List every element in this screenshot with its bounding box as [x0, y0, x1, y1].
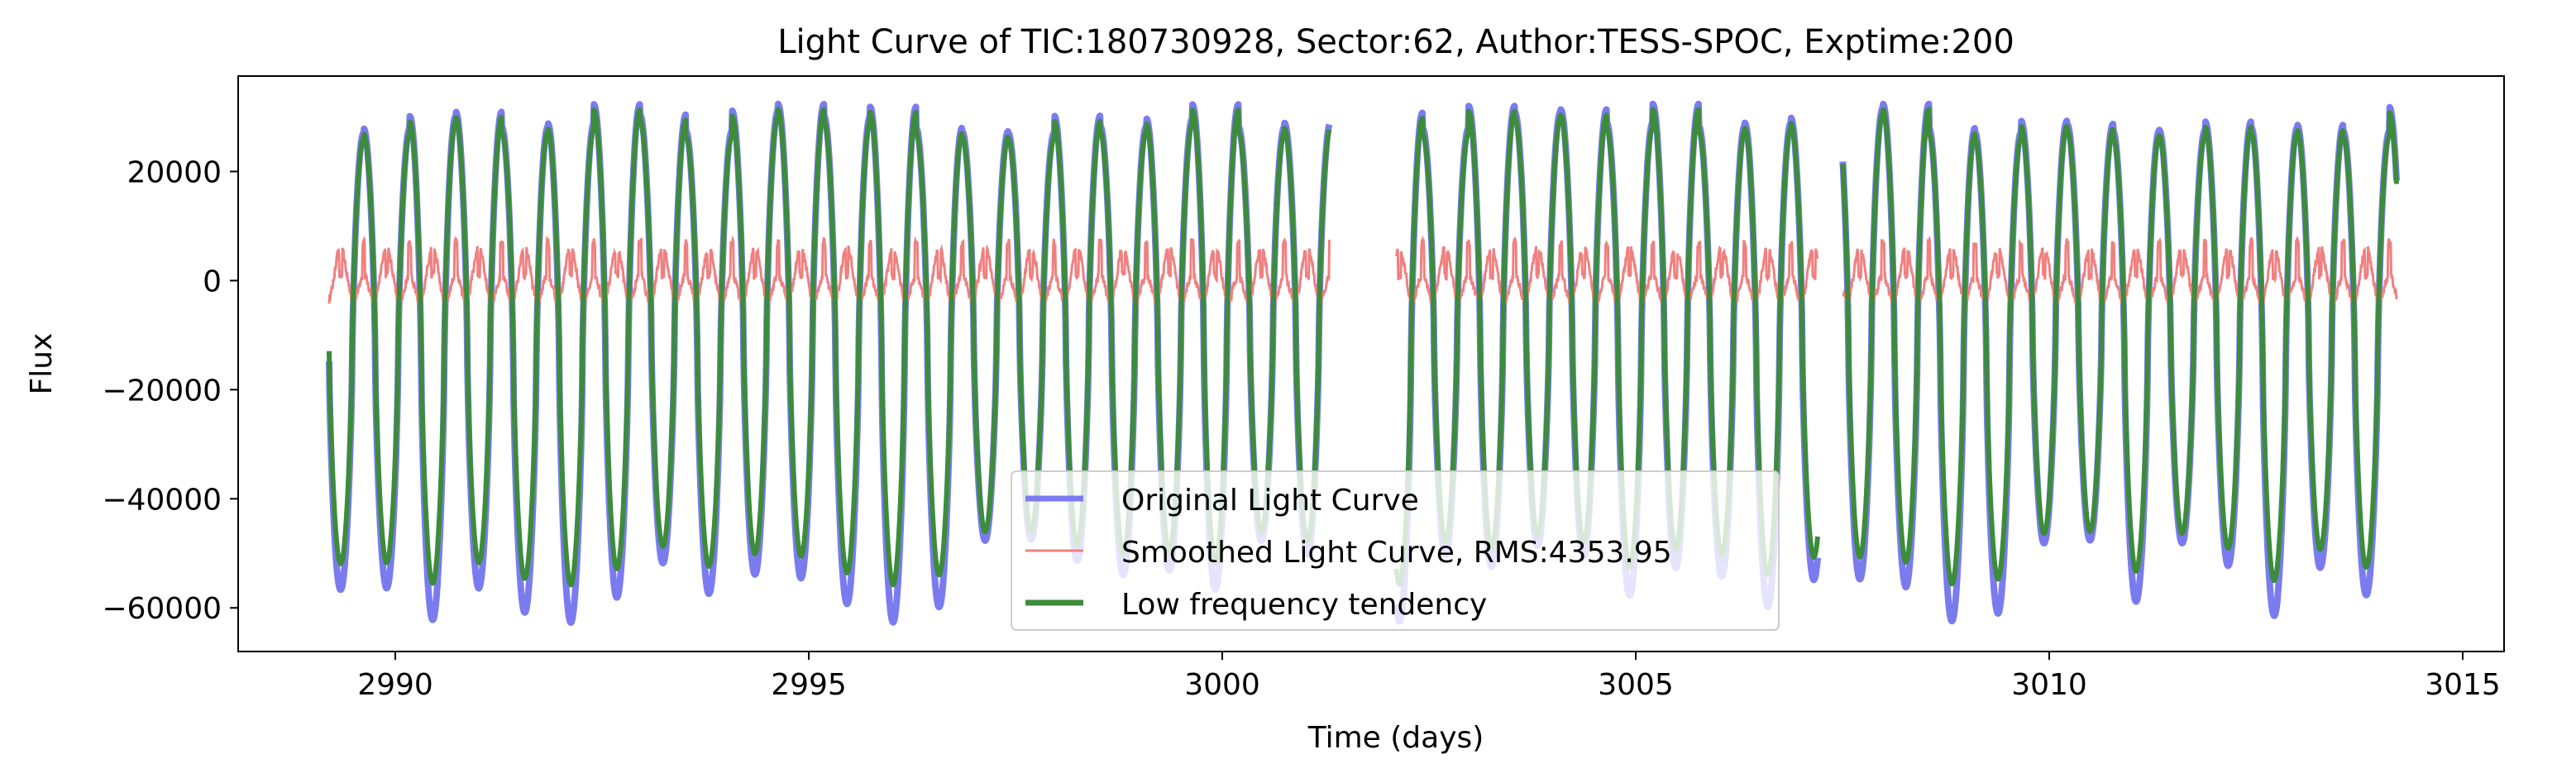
legend-box [1011, 470, 1780, 631]
y-tick-label: 0 [203, 265, 222, 298]
x-tick-label: 2990 [357, 668, 433, 702]
y-tick-label: −60000 [102, 592, 222, 626]
x-axis-label: Time (days) [1307, 721, 1484, 755]
plot-frame [237, 75, 2505, 652]
x-tick-label: 3005 [1598, 668, 1674, 702]
x-tick-label: 3010 [2011, 668, 2087, 702]
chart-title: Light Curve of TIC:180730928, Sector:62,… [777, 23, 2014, 61]
y-axis: −60000 −40000 −20000 0 20000 [102, 155, 238, 626]
y-tick-label: −20000 [102, 374, 222, 408]
x-tick-label: 2995 [771, 668, 847, 702]
series-smoothed-line [327, 235, 2398, 309]
x-tick-label: 3000 [1184, 668, 1260, 702]
y-axis-label: Flux [25, 333, 59, 395]
x-tick-label: 3015 [2425, 668, 2501, 702]
legend: Original Light Curve Smoothed Light Curv… [1011, 470, 1780, 631]
series-smoothed-light-curve [327, 235, 2398, 309]
x-axis: 2990 2995 3000 3005 3010 3015 [357, 652, 2501, 702]
y-tick-label: 20000 [127, 155, 222, 189]
legend-label-low-frequency: Low frequency tendency [1121, 588, 1487, 622]
legend-label-smoothed: Smoothed Light Curve, RMS:4353.95 [1121, 536, 1672, 570]
y-tick-label: −40000 [102, 483, 222, 517]
legend-label-original: Original Light Curve [1121, 484, 1419, 518]
